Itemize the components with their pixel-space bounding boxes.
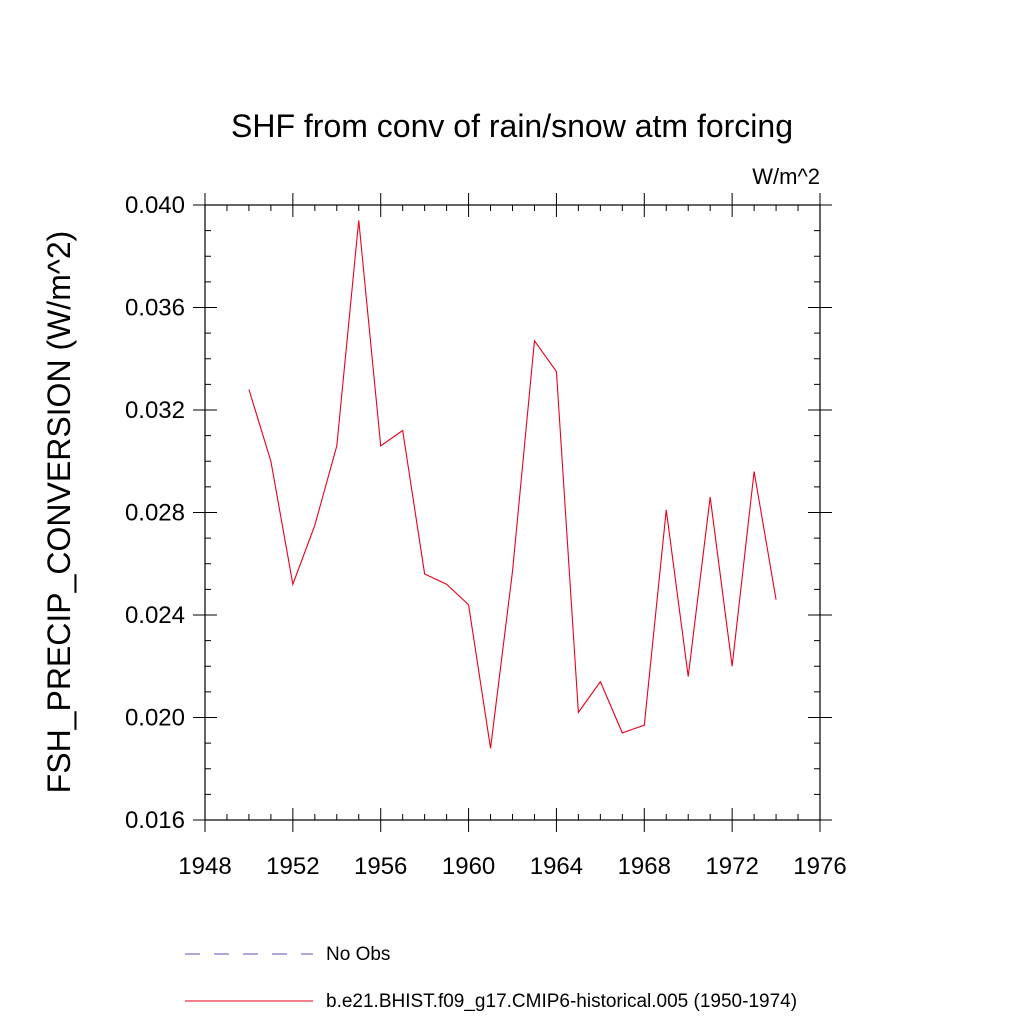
- y-tick-label: 0.024: [125, 602, 185, 629]
- legend-label-no-obs: No Obs: [326, 944, 390, 965]
- chart-title: SHF from conv of rain/snow atm forcing: [231, 108, 793, 144]
- x-tick-label: 1968: [618, 853, 671, 880]
- units-label: W/m^2: [752, 164, 820, 189]
- y-tick-label: 0.016: [125, 807, 185, 834]
- x-tick-label: 1964: [530, 853, 583, 880]
- x-tick-label: 1956: [354, 853, 407, 880]
- x-tick-label: 1976: [793, 853, 846, 880]
- y-tick-label: 0.040: [125, 192, 185, 219]
- y-tick-label: 0.032: [125, 397, 185, 424]
- series-group: [248, 220, 777, 749]
- y-axis-ticks: [193, 204, 832, 821]
- y-axis-label: FSH_PRECIP_CONVERSION (W/m^2): [41, 231, 77, 794]
- x-tick-label: 1960: [442, 853, 495, 880]
- y-tick-label: 0.036: [125, 295, 185, 322]
- series-line: [248, 220, 777, 749]
- y-tick-label: 0.028: [125, 500, 185, 527]
- x-axis-tick-labels: 1948 1952 1956 1960 1964 1968 1972 1976: [178, 853, 846, 880]
- legend: No Obs b.e21.BHIST.f09_g17.CMIP6-histori…: [185, 944, 797, 1012]
- x-tick-label: 1972: [705, 853, 758, 880]
- plot-frame: [204, 204, 821, 821]
- x-axis-ticks: [204, 193, 821, 832]
- legend-label-model: b.e21.BHIST.f09_g17.CMIP6-historical.005…: [326, 991, 797, 1012]
- y-axis-tick-labels: 0.016 0.020 0.024 0.028 0.032 0.036 0.040: [125, 192, 185, 834]
- x-tick-label: 1952: [266, 853, 319, 880]
- x-tick-label: 1948: [178, 853, 231, 880]
- y-tick-label: 0.020: [125, 705, 185, 732]
